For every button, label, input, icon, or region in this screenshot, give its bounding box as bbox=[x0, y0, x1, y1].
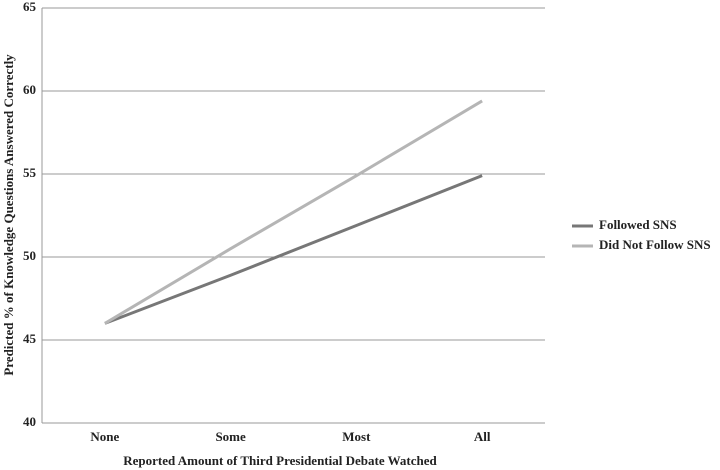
legend-label: Followed SNS bbox=[599, 217, 677, 232]
x-tick-label: Some bbox=[215, 429, 246, 444]
y-tick-label: 50 bbox=[23, 248, 36, 263]
x-axis-label: Reported Amount of Third Presidential De… bbox=[123, 453, 437, 468]
line-series bbox=[104, 174, 483, 325]
legend-label: Did Not Follow SNS bbox=[599, 237, 711, 252]
y-tick-label: 45 bbox=[23, 331, 37, 346]
x-tick-label: All bbox=[474, 429, 491, 444]
x-tick-label: None bbox=[90, 429, 119, 444]
y-axis-label: Predicted % of Knowledge Questions Answe… bbox=[1, 54, 16, 376]
y-tick-label: 40 bbox=[23, 414, 36, 429]
y-tick-label: 60 bbox=[23, 82, 36, 97]
x-tick-label: Most bbox=[342, 429, 371, 444]
line-series bbox=[104, 99, 483, 325]
y-tick-label: 55 bbox=[23, 165, 37, 180]
y-tick-label: 65 bbox=[23, 0, 37, 14]
